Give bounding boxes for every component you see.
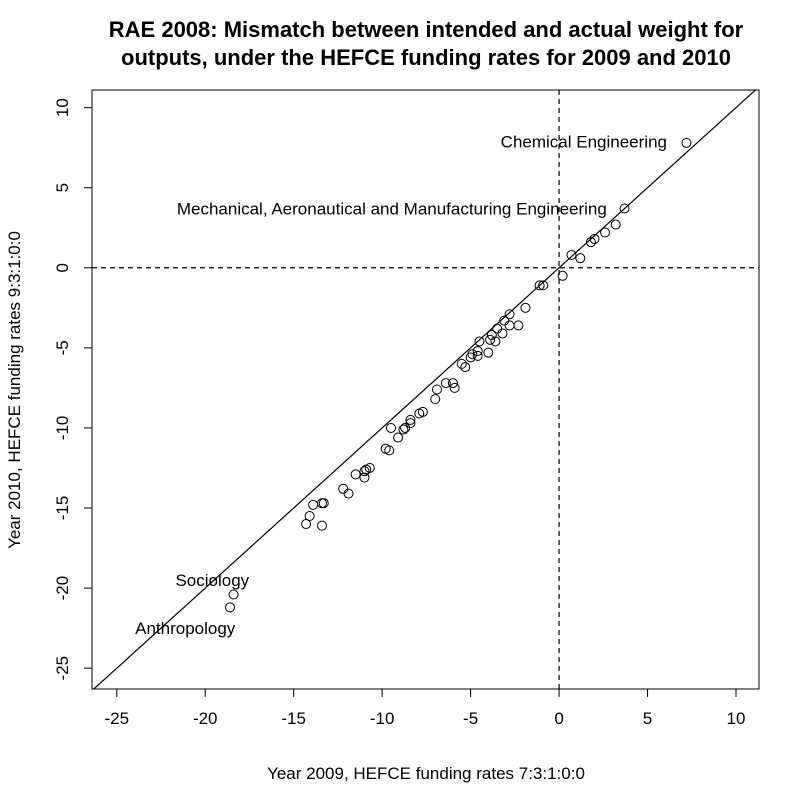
data-point bbox=[460, 362, 471, 373]
data-point bbox=[472, 350, 483, 361]
data-point bbox=[317, 520, 327, 531]
data-point bbox=[492, 323, 503, 334]
data-point bbox=[361, 464, 372, 475]
data-point bbox=[467, 349, 478, 360]
data-point bbox=[486, 330, 497, 341]
data-point bbox=[228, 589, 239, 600]
x-tick-label: -10 bbox=[370, 709, 395, 728]
data-point bbox=[483, 347, 494, 358]
data-point bbox=[380, 443, 391, 454]
data-point bbox=[575, 253, 586, 264]
y-axis-label: Year 2010, HEFCE funding rates 9:3:1:0:0 bbox=[5, 231, 24, 549]
plot-area: -25 -20 -15 -10 -5 0 5 10 -25 -20 -15 -10 -5 0 5 10 Chem… bbox=[53, 90, 759, 728]
data-point bbox=[513, 320, 524, 331]
data-point bbox=[600, 227, 611, 238]
y-tick-label: -10 bbox=[53, 416, 72, 441]
data-point bbox=[430, 394, 441, 405]
data-point bbox=[449, 382, 460, 393]
data-point bbox=[520, 302, 531, 313]
x-tick-label: 5 bbox=[643, 709, 652, 728]
data-point bbox=[610, 219, 621, 230]
data-point bbox=[538, 280, 549, 291]
annotation-label: Sociology bbox=[175, 571, 249, 590]
data-point bbox=[499, 315, 510, 326]
x-tick-label: -20 bbox=[193, 709, 218, 728]
annotation-label: Chemical Engineering bbox=[501, 132, 667, 151]
data-point bbox=[225, 602, 235, 613]
data-point bbox=[432, 384, 442, 395]
data-point bbox=[447, 378, 458, 389]
data-point bbox=[343, 488, 354, 499]
data-point bbox=[465, 352, 476, 363]
data-point bbox=[585, 237, 596, 248]
x-tick-label: -5 bbox=[463, 709, 478, 728]
chart-title-line-1: RAE 2008: Mismatch between intended and … bbox=[109, 17, 744, 42]
x-axis-label: Year 2009, HEFCE funding rates 7:3:1:0:0 bbox=[267, 764, 585, 783]
plot-frame bbox=[91, 89, 760, 690]
y-tick-label: -15 bbox=[53, 496, 72, 521]
annotation-label: Anthropology bbox=[135, 619, 236, 638]
data-point bbox=[398, 424, 409, 435]
data-point bbox=[456, 358, 467, 369]
data-point bbox=[497, 328, 508, 339]
data-point bbox=[566, 249, 577, 260]
point-annotations: Chemical Engineering Mechanical, Aeronaut… bbox=[135, 132, 667, 638]
data-point bbox=[414, 408, 425, 419]
annotation-label: Mechanical, Aeronautical and Manufacturi… bbox=[177, 200, 607, 219]
x-axis: -25 -20 -15 -10 -5 0 5 10 bbox=[104, 688, 746, 728]
data-points bbox=[225, 137, 692, 613]
data-point bbox=[534, 280, 545, 291]
data-point bbox=[386, 422, 396, 433]
y-tick-label: 0 bbox=[53, 263, 72, 272]
data-point bbox=[359, 472, 370, 483]
data-point bbox=[485, 334, 496, 345]
data-point bbox=[557, 270, 568, 281]
chart-title-line-2: outputs, under the HEFCE funding rates f… bbox=[121, 45, 731, 70]
y-tick-label: -20 bbox=[53, 576, 72, 601]
x-tick-label: 0 bbox=[554, 709, 563, 728]
data-point bbox=[301, 519, 312, 530]
data-point bbox=[589, 233, 600, 244]
x-tick-label: 10 bbox=[727, 709, 746, 728]
identity-line bbox=[92, 90, 757, 689]
x-tick-label: -25 bbox=[104, 709, 129, 728]
data-point bbox=[393, 432, 404, 443]
reference-lines bbox=[92, 90, 759, 689]
data-point bbox=[350, 469, 361, 480]
data-point bbox=[472, 346, 483, 357]
data-point bbox=[308, 499, 319, 510]
data-point bbox=[474, 336, 485, 347]
y-tick-label: -25 bbox=[53, 656, 72, 681]
y-tick-label: 10 bbox=[53, 98, 72, 117]
data-point bbox=[440, 378, 451, 389]
data-point bbox=[405, 414, 416, 425]
data-point bbox=[359, 466, 370, 477]
data-point bbox=[490, 336, 501, 347]
data-point bbox=[619, 203, 630, 214]
data-point bbox=[504, 320, 515, 331]
data-point bbox=[400, 422, 411, 433]
x-tick-label: -15 bbox=[281, 709, 306, 728]
y-tick-label: -5 bbox=[53, 340, 72, 355]
data-point bbox=[681, 137, 692, 148]
y-axis: -25 -20 -15 -10 -5 0 5 10 bbox=[53, 98, 93, 681]
y-tick-label: 5 bbox=[53, 183, 72, 192]
data-point bbox=[338, 483, 349, 494]
data-point bbox=[504, 309, 515, 320]
